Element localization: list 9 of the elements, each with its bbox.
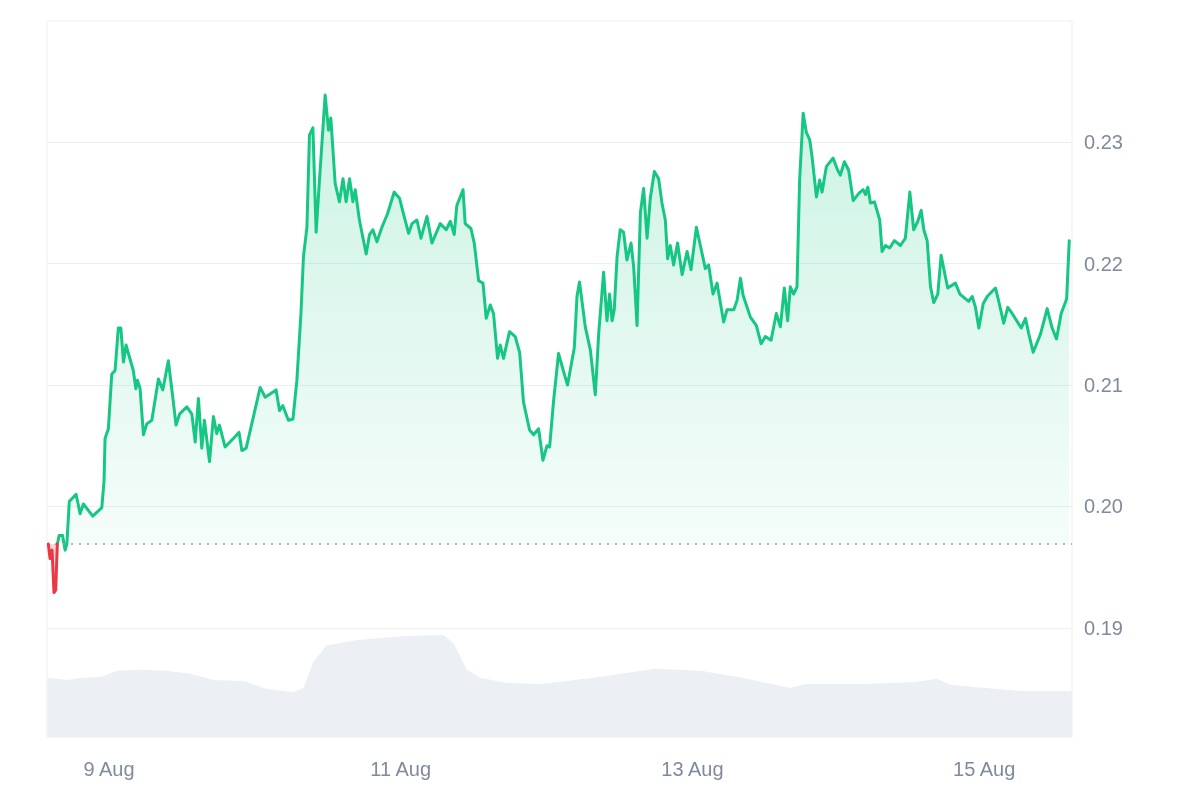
x-tick-label: 15 Aug [953, 758, 1016, 780]
y-tick-label: 0.23 [1084, 131, 1123, 154]
x-tick-label: 9 Aug [83, 758, 135, 780]
y-tick-label: 0.22 [1084, 252, 1123, 275]
y-tick-label: 0.19 [1084, 616, 1123, 639]
x-tick-label: 13 Aug [661, 758, 724, 780]
x-tick-label: 11 Aug [370, 758, 432, 780]
y-tick-label: 0.21 [1084, 374, 1123, 397]
y-tick-label: 0.20 [1084, 495, 1123, 518]
